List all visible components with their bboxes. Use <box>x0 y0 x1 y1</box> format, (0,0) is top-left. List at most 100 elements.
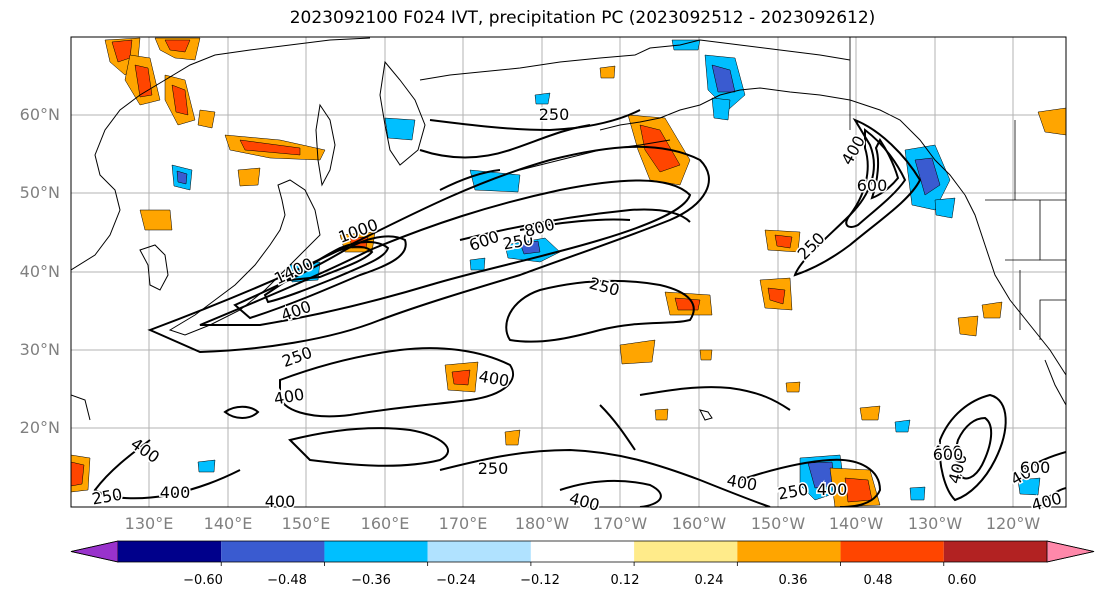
coastline-sakhalin <box>315 103 336 187</box>
ivt-contour <box>739 458 882 507</box>
coastline-philippines <box>71 394 91 421</box>
ivt-contour <box>439 169 501 191</box>
lat-label: 60°N <box>19 105 60 124</box>
colorbar-segment <box>324 541 428 562</box>
lon-label: 170°E <box>438 514 488 533</box>
contour-label: 400 <box>817 480 848 499</box>
colorbar-tick-label: 0.48 <box>863 573 893 588</box>
precip-patch <box>934 197 956 219</box>
precip-patch <box>504 429 521 446</box>
precip-patch <box>785 381 801 393</box>
lon-label: 160°E <box>360 514 410 533</box>
coastline-alaska-north <box>699 39 851 61</box>
lon-label: 160°W <box>671 514 727 533</box>
colorbar-tick-label: 0.24 <box>694 573 724 588</box>
lat-label: 40°N <box>19 262 60 281</box>
ivt-contour <box>559 479 662 507</box>
precip-patch <box>711 97 731 121</box>
precip-patch <box>171 84 189 116</box>
colorbar-outline <box>70 540 1095 563</box>
contour-label: 600 <box>857 176 888 195</box>
colorbar-tick-label: −0.24 <box>436 573 476 588</box>
contour-label: 600 <box>933 445 964 464</box>
ivt-contour <box>279 347 515 418</box>
coastline-na-west <box>964 194 1066 376</box>
contour-label: 250 <box>776 480 809 504</box>
colorbar-arrow-low <box>70 540 119 563</box>
ivt-contour <box>954 416 993 480</box>
precip-patch <box>981 301 1003 319</box>
colorbar-segment <box>427 541 531 562</box>
colorbar-segment <box>737 541 841 562</box>
colorbar <box>70 540 1095 566</box>
ivt-contours <box>93 109 1066 507</box>
precip-patch <box>767 287 786 305</box>
precip-patch <box>176 170 188 185</box>
ivt-contour <box>1024 451 1066 471</box>
colorbar-segment <box>221 541 325 562</box>
coastline-hawaii <box>699 409 713 421</box>
ivt-contour <box>599 404 636 451</box>
coastline-japan <box>168 179 321 336</box>
contour-label: 250 <box>478 459 509 478</box>
ivt-contour <box>286 245 374 282</box>
colorbar-segment <box>943 541 1047 562</box>
colorbar-segment <box>530 541 635 562</box>
precip-patch <box>134 64 153 98</box>
coastlines <box>71 37 1066 421</box>
precip-patch <box>1017 477 1041 496</box>
lat-label: 50°N <box>19 183 60 202</box>
lon-label: 140°E <box>203 514 253 533</box>
colorbar-arrow-high <box>1046 540 1095 563</box>
ivt-contour <box>147 145 710 354</box>
ivt-contour <box>1039 487 1066 506</box>
precip-patch <box>469 257 486 271</box>
precip-patch <box>139 209 173 231</box>
lon-label: 130°E <box>124 514 174 533</box>
ivt-contour <box>519 218 631 231</box>
contour-label: 400 <box>160 483 191 502</box>
precip-patch <box>894 419 911 433</box>
ivt-contour <box>233 235 407 320</box>
colorbar-tick-label: 0.12 <box>610 573 640 588</box>
precip-patch <box>197 109 216 129</box>
precip-patch <box>599 65 616 79</box>
lon-label: 120°W <box>985 514 1041 533</box>
colorbar-tick-label: 0.60 <box>947 573 977 588</box>
lon-label: 150°W <box>750 514 806 533</box>
ivt-contour <box>793 117 922 277</box>
colorbar-segment <box>118 541 222 562</box>
precip-patch <box>844 477 873 503</box>
precip-patch <box>674 297 701 311</box>
colorbar-tick-label: −0.36 <box>351 573 391 588</box>
contour-label: 400 <box>265 492 296 511</box>
precip-patch <box>671 39 701 51</box>
precip-patch <box>237 167 261 187</box>
precip-patch <box>699 349 713 361</box>
lon-label: 170°W <box>592 514 648 533</box>
colorbar-tick-label: −0.12 <box>520 573 560 588</box>
contour-label: 400 <box>567 489 601 515</box>
coastline-alaska <box>599 87 966 196</box>
ivt-contour <box>870 138 900 200</box>
coastline-baja <box>1044 359 1066 406</box>
precip-patch <box>654 408 669 421</box>
colorbar-tick-label: −0.48 <box>267 573 307 588</box>
lon-label: 140°W <box>828 514 884 533</box>
lon-label: 130°W <box>907 514 963 533</box>
precip-patch <box>711 64 736 93</box>
lat-label: 20°N <box>19 418 60 437</box>
colorbar-tick-label: 0.36 <box>778 573 808 588</box>
precip-patch <box>619 339 656 365</box>
borders <box>849 37 1066 340</box>
border-us-state <box>1039 299 1066 340</box>
precip-patch <box>469 169 521 193</box>
precip-patch <box>859 405 881 421</box>
ivt-contour <box>419 124 591 159</box>
precip-patch <box>914 157 941 196</box>
precip-patch <box>909 486 926 501</box>
map-title: 2023092100 F024 IVT, precipitation PC (2… <box>289 8 876 28</box>
ivt-contour <box>93 439 241 500</box>
ivt-contour <box>938 393 1007 502</box>
